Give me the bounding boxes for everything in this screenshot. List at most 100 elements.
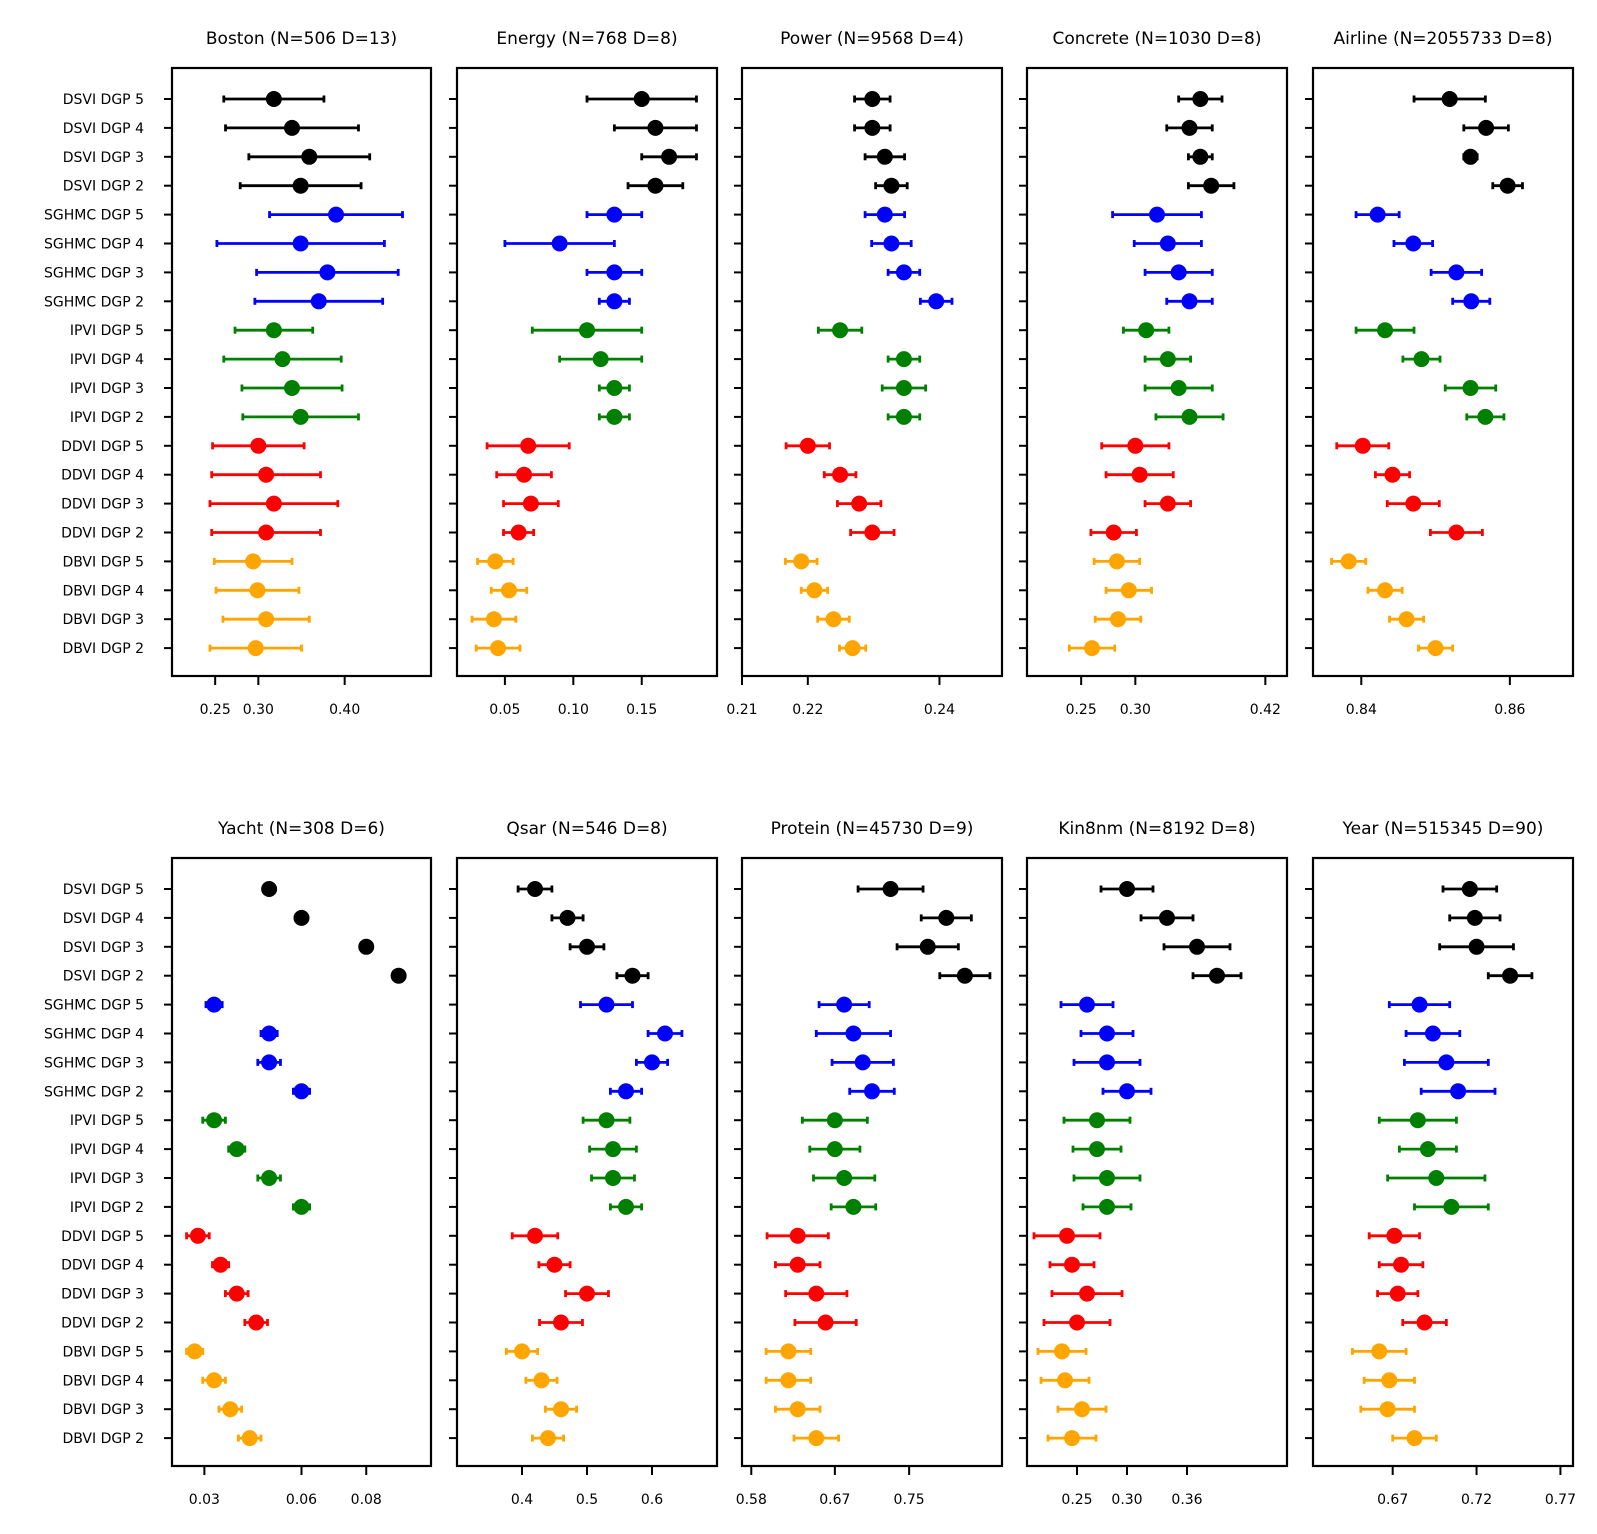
data-point <box>605 1170 621 1186</box>
data-point <box>1099 1170 1115 1186</box>
data-point <box>1502 967 1519 984</box>
data-point <box>1099 1025 1115 1042</box>
data-point <box>1450 1083 1467 1100</box>
data-point <box>826 1112 843 1129</box>
data-point <box>292 235 309 252</box>
data-point <box>883 235 900 252</box>
data-point <box>1119 1083 1135 1100</box>
data-point <box>864 524 881 541</box>
data-point <box>1127 437 1144 454</box>
data-point <box>292 177 309 194</box>
y-tick-label: DDVI DGP 4 <box>61 1258 144 1274</box>
x-tick-label: 0.25 <box>1061 1492 1092 1508</box>
data-point <box>249 582 266 599</box>
y-tick-label: DSVI DGP 2 <box>63 179 144 195</box>
data-point <box>293 1198 310 1215</box>
data-point <box>1398 611 1415 628</box>
data-point <box>1461 881 1478 897</box>
y-tick-label: SGHMC DGP 4 <box>44 1027 144 1043</box>
axes-frame <box>740 66 1004 678</box>
data-point <box>832 466 849 483</box>
data-point <box>206 1112 223 1129</box>
data-point <box>1419 1141 1436 1158</box>
panel-3: Concrete (N=1030 D=8) 0.25 0.30 0.42 <box>1019 29 1289 718</box>
data-point <box>258 466 275 483</box>
data-point <box>1138 322 1155 339</box>
x-tick-label: 0.24 <box>924 702 955 718</box>
axes-frame <box>1311 856 1575 1468</box>
data-point <box>1159 909 1175 926</box>
data-point <box>1192 91 1209 107</box>
panel-title: Kin8nm (N=8192 D=8) <box>1058 819 1255 839</box>
x-tick-label: 0.77 <box>1545 1492 1576 1508</box>
data-point <box>522 495 539 512</box>
x-tick-label: 0.08 <box>351 1492 382 1508</box>
data-point <box>825 611 842 628</box>
data-point <box>644 1054 660 1071</box>
axes-frame <box>1025 66 1289 678</box>
panel-4: Airline (N=2055733 D=8) 0.84 0.86 <box>1305 29 1575 718</box>
panel-title: Qsar (N=546 D=8) <box>506 819 667 839</box>
y-tick-label: IPVI DGP 4 <box>70 1142 144 1158</box>
data-point <box>301 148 318 165</box>
data-point <box>258 524 275 541</box>
data-point <box>956 967 973 984</box>
data-point <box>876 206 893 223</box>
x-tick-label: 0.4 <box>511 1492 533 1508</box>
y-tick-label: SGHMC DGP 5 <box>44 208 144 224</box>
data-point <box>1159 235 1176 252</box>
data-point <box>1477 408 1494 425</box>
data-point <box>882 881 899 897</box>
y-tick-label: IPVI DGP 2 <box>70 1200 144 1216</box>
data-point <box>1428 1170 1445 1186</box>
axes-frame <box>1311 66 1575 678</box>
data-point <box>248 1314 265 1331</box>
data-point <box>328 206 345 223</box>
data-point <box>579 1285 595 1302</box>
data-point <box>284 119 301 136</box>
data-point <box>1059 1227 1075 1244</box>
data-point <box>1409 1112 1426 1129</box>
axes-frame <box>740 856 1004 1468</box>
data-point <box>1386 1227 1403 1244</box>
data-point <box>559 909 576 926</box>
data-point <box>212 1256 229 1273</box>
data-point <box>1448 524 1465 541</box>
data-point <box>1371 1343 1388 1360</box>
data-point <box>1181 408 1198 425</box>
data-point <box>832 322 849 339</box>
data-point <box>1478 119 1495 136</box>
data-point <box>647 177 664 194</box>
x-tick-label: 0.03 <box>189 1492 220 1508</box>
data-point <box>1181 293 1198 310</box>
data-point <box>1369 206 1386 223</box>
data-point <box>1438 1054 1455 1071</box>
data-point <box>551 235 568 252</box>
data-point <box>265 495 282 512</box>
data-point <box>527 1227 543 1244</box>
data-point <box>799 437 816 454</box>
data-point <box>1468 938 1485 955</box>
y-tick-label: IPVI DGP 4 <box>70 352 144 368</box>
data-point <box>606 380 623 396</box>
data-point <box>265 91 282 107</box>
data-point <box>1377 582 1394 599</box>
data-point <box>319 264 336 281</box>
data-point <box>1448 264 1465 281</box>
x-tick-label: 0.67 <box>819 1492 850 1508</box>
y-tick-label: DSVI DGP 3 <box>63 150 144 166</box>
x-tick-label: 0.84 <box>1346 702 1377 718</box>
data-point <box>1074 1401 1090 1418</box>
data-point <box>310 293 327 310</box>
data-point <box>520 437 537 454</box>
data-point <box>1069 1314 1085 1331</box>
y-tick-label: SGHMC DGP 2 <box>44 1084 144 1100</box>
x-tick-label: 0.30 <box>1111 1492 1142 1508</box>
data-point <box>533 1372 550 1389</box>
data-point <box>1079 1285 1095 1302</box>
x-tick-label: 0.22 <box>792 702 823 718</box>
data-point <box>1119 881 1135 897</box>
data-point <box>789 1401 806 1418</box>
data-point <box>618 1198 634 1215</box>
data-point <box>1084 640 1100 657</box>
